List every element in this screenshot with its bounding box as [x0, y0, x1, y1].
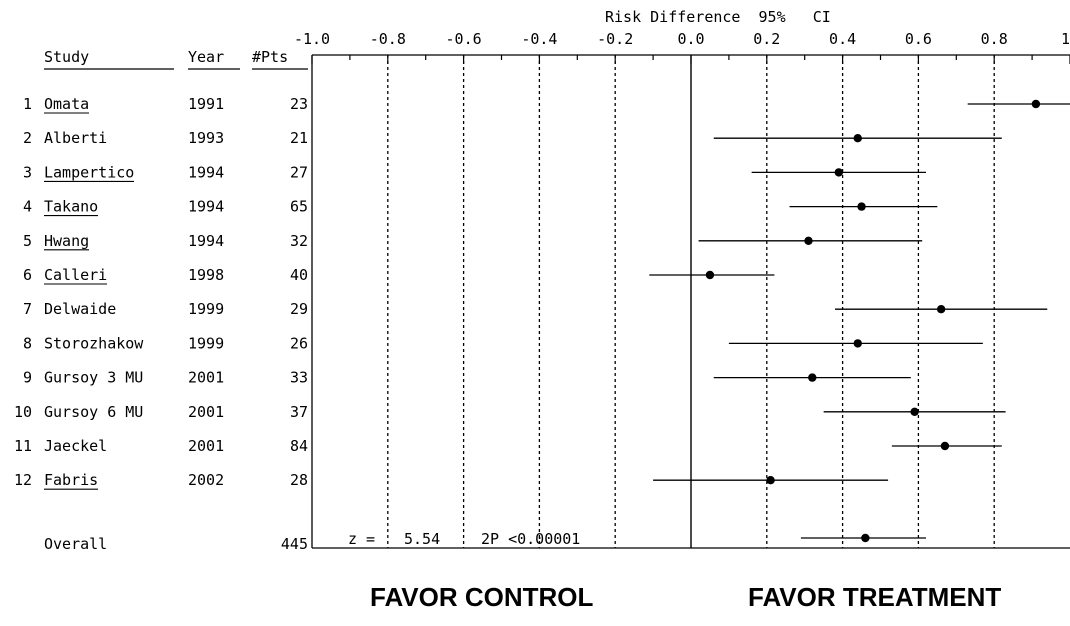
study-year: 1994 — [188, 198, 224, 216]
overall-label: Overall — [44, 535, 107, 553]
study-pts: 33 — [290, 369, 308, 387]
study-name: Takano — [44, 198, 98, 216]
study-number: 12 — [14, 471, 32, 489]
study-pts: 26 — [290, 334, 308, 352]
study-number: 9 — [23, 369, 32, 387]
study-pts: 28 — [290, 471, 308, 489]
study-number: 11 — [14, 437, 32, 455]
study-number: 7 — [23, 300, 32, 318]
estimate-point — [910, 407, 919, 416]
study-name: Delwaide — [44, 300, 116, 318]
tick-label: -0.8 — [370, 30, 406, 48]
tick-label: -0.6 — [446, 30, 482, 48]
estimate-point — [853, 339, 862, 348]
study-year: 1994 — [188, 163, 224, 181]
study-number: 3 — [23, 163, 32, 181]
year-header: Year — [188, 48, 224, 66]
favor-treatment-label: FAVOR TREATMENT — [748, 582, 1001, 612]
study-pts: 29 — [290, 300, 308, 318]
study-name: Omata — [44, 95, 89, 113]
study-year: 1991 — [188, 95, 224, 113]
study-pts: 27 — [290, 163, 308, 181]
z-value: 5.54 — [404, 530, 440, 548]
estimate-point — [834, 168, 844, 177]
study-pts: 23 — [290, 95, 308, 113]
study-number: 10 — [14, 403, 32, 421]
study-year: 2001 — [188, 369, 224, 387]
study-name: Fabris — [44, 471, 98, 489]
estimate-point — [808, 373, 817, 382]
study-name: Calleri — [44, 266, 107, 284]
study-year: 2002 — [188, 471, 224, 489]
study-name: Hwang — [44, 232, 89, 250]
study-pts: 21 — [290, 129, 308, 147]
study-pts: 84 — [290, 437, 308, 455]
study-number: 6 — [23, 266, 32, 284]
study-header: Study — [44, 48, 89, 66]
tick-label: 0.6 — [905, 30, 932, 48]
study-number: 8 — [23, 334, 32, 352]
study-name: Lampertico — [44, 163, 134, 181]
tick-label: -0.4 — [521, 30, 557, 48]
tick-label: -0.2 — [597, 30, 633, 48]
z-label: z = — [348, 530, 375, 548]
tick-label: 0.4 — [829, 30, 856, 48]
estimate-point — [936, 305, 946, 314]
estimate-point — [853, 134, 862, 143]
favor-control-label: FAVOR CONTROL — [370, 582, 594, 612]
study-number: 4 — [23, 198, 32, 216]
study-number: 5 — [23, 232, 32, 250]
study-year: 2001 — [188, 403, 224, 421]
study-pts: 32 — [290, 232, 308, 250]
study-name: Storozhakow — [44, 334, 144, 352]
tick-label: -1.0 — [294, 30, 330, 48]
tick-label: 0.0 — [677, 30, 704, 48]
estimate-point — [804, 236, 813, 245]
overall-estimate-point — [861, 533, 870, 543]
estimate-point — [940, 441, 950, 451]
study-year: 1994 — [188, 232, 224, 250]
study-year: 1993 — [188, 129, 224, 147]
study-name: Jaeckel — [44, 437, 107, 455]
study-pts: 37 — [290, 403, 308, 421]
p-value-text: 2P <0.00001 — [481, 530, 580, 548]
estimate-point — [705, 270, 715, 280]
estimate-point — [766, 476, 775, 485]
tick-label: 1. — [1061, 30, 1070, 48]
estimate-point — [1031, 99, 1041, 109]
study-pts: 40 — [290, 266, 308, 284]
study-name: Gursoy 3 MU — [44, 369, 143, 387]
study-year: 1999 — [188, 334, 224, 352]
study-name: Alberti — [44, 129, 107, 147]
study-number: 1 — [23, 95, 32, 113]
tick-label: 0.2 — [753, 30, 780, 48]
study-year: 2001 — [188, 437, 224, 455]
pts-header: #Pts — [252, 48, 288, 66]
study-year: 1999 — [188, 300, 224, 318]
overall-pts: 445 — [281, 535, 308, 553]
tick-label: 0.8 — [981, 30, 1008, 48]
estimate-point — [857, 202, 866, 211]
study-number: 2 — [23, 129, 32, 147]
study-year: 1998 — [188, 266, 224, 284]
study-pts: 65 — [290, 198, 308, 216]
axis-title: Risk Difference 95% CI — [605, 8, 831, 26]
study-name: Gursoy 6 MU — [44, 403, 143, 421]
